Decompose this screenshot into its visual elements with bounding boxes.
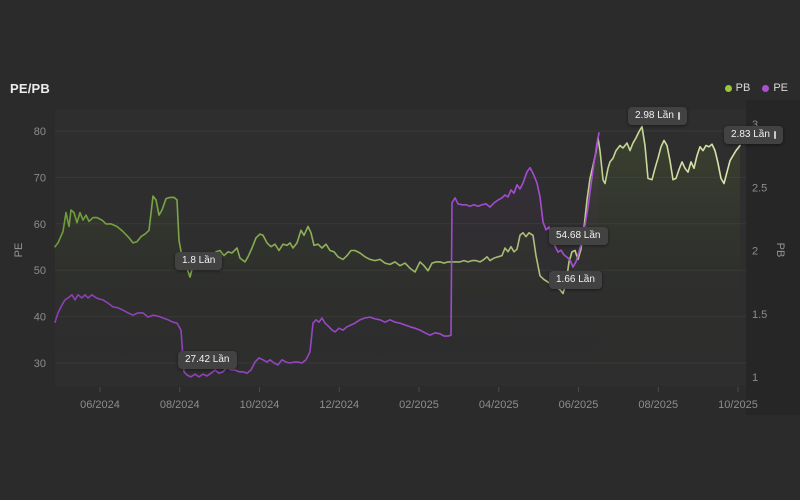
chart-legend: PB PE xyxy=(724,82,788,94)
x-axis-tick-label: 10/2025 xyxy=(718,399,758,411)
left-axis-tick-label: 40 xyxy=(34,312,46,324)
annotation-chip-1.8: 1.8 Lần xyxy=(175,252,223,270)
left-axis-title: PE xyxy=(13,243,25,258)
x-axis-tick-label: 06/2024 xyxy=(80,399,120,411)
x-axis-tick-label: 12/2024 xyxy=(319,399,359,411)
right-axis-title: PB xyxy=(774,243,786,258)
legend-item-pe[interactable]: PE xyxy=(762,82,788,94)
legend-label-pb: PB xyxy=(735,82,751,94)
left-axis-tick-label: 80 xyxy=(34,126,46,138)
pb-line xyxy=(54,125,741,295)
x-axis-tick-label: 06/2025 xyxy=(559,399,599,411)
pe-line xyxy=(54,132,600,378)
annotation-chip-27.42: 27.42 Lần xyxy=(178,351,237,369)
annotation-text: 54.68 Lần xyxy=(556,230,601,241)
right-axis-tick-label: 2.5 xyxy=(752,182,767,194)
left-axis-tick-label: 60 xyxy=(34,219,46,231)
annotation-chip-2.83: 2.83 Lần xyxy=(724,126,783,144)
legend-item-pb[interactable]: PB xyxy=(724,82,751,94)
x-axis-tick-label: 08/2025 xyxy=(638,399,678,411)
legend-label-pe: PE xyxy=(773,82,788,94)
flag-marker-icon xyxy=(677,112,680,120)
flag-marker-icon xyxy=(773,131,776,139)
right-axis-tick-label: 3 xyxy=(752,119,758,131)
left-axis-tick-label: 70 xyxy=(34,172,46,184)
left-axis-tick-label: 30 xyxy=(34,358,46,370)
x-axis-tick-label: 04/2025 xyxy=(479,399,519,411)
x-axis-tick-label: 02/2025 xyxy=(399,399,439,411)
annotation-text: 2.83 Lần xyxy=(731,129,770,140)
right-margin-band xyxy=(746,100,800,415)
annotation-chip-54.68: 54.68 Lần xyxy=(549,227,608,245)
right-axis-tick-label: 1 xyxy=(752,372,758,384)
pe-series-dot-icon xyxy=(762,84,770,92)
annotation-text: 2.98 Lần xyxy=(635,110,674,121)
annotation-chip-2.98: 2.98 Lần xyxy=(628,107,687,125)
annotation-text: 1.66 Lần xyxy=(556,274,595,285)
annotation-text: 27.42 Lần xyxy=(185,354,230,365)
pe-area-fill xyxy=(55,132,599,386)
left-axis-tick-label: 50 xyxy=(34,265,46,277)
chart-title: PE/PB xyxy=(10,81,51,96)
x-axis-tick-label: 08/2024 xyxy=(160,399,200,411)
pb-series-dot-icon xyxy=(724,84,732,92)
annotation-text: 1.8 Lần xyxy=(182,255,216,266)
right-axis-tick-label: 2 xyxy=(752,246,758,258)
x-axis-tick-label: 10/2024 xyxy=(240,399,280,411)
right-axis-tick-label: 1.5 xyxy=(752,309,767,321)
annotation-chip-1.66: 1.66 Lần xyxy=(549,271,602,289)
